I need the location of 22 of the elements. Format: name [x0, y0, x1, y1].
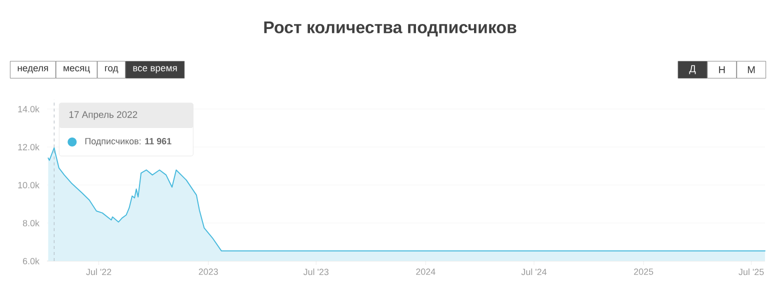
- text: Н: [719, 66, 725, 74]
- annotation: Подписчиков: 11 961: [85, 138, 172, 146]
- text: неделя: [18, 66, 48, 74]
- text: год: [105, 66, 118, 74]
- annotation: 17 Апрель 2022: [69, 111, 138, 120]
- y-tick-label: 8.0k: [22, 220, 40, 226]
- y-tick-label: 12.0k: [18, 144, 40, 150]
- y-tick-label: 10.0k: [18, 182, 40, 188]
- x-tick-label: Jul '24: [521, 268, 547, 276]
- text: М: [748, 66, 755, 74]
- x-tick-label: Jul '23: [303, 268, 329, 276]
- x-tick-label: Jul '22: [86, 268, 112, 276]
- text: все время: [133, 66, 177, 74]
- x-tick-label: 2024: [416, 268, 436, 275]
- y-tick-label: 14.0k: [18, 106, 40, 112]
- x-tick-label: 2025: [634, 268, 654, 275]
- chart-title: Рост количества подписчиков: [264, 21, 516, 37]
- text: месяц: [64, 66, 90, 74]
- text: Д: [689, 65, 696, 74]
- y-tick-label: 6.0k: [22, 258, 40, 264]
- x-tick-label: 2023: [198, 268, 218, 275]
- x-tick-label: Jul '25: [738, 268, 764, 276]
